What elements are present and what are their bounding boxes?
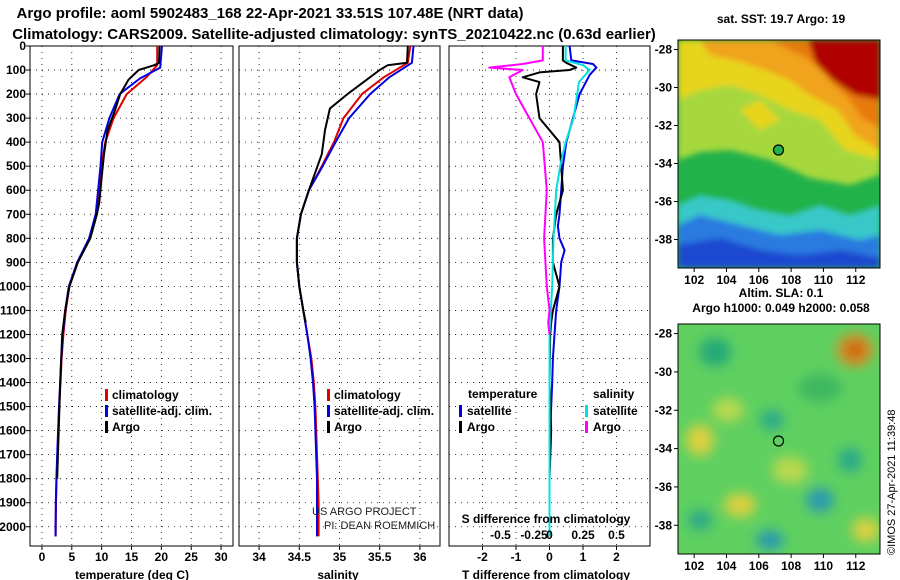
project-label: US ARGO PROJECT xyxy=(312,506,417,518)
x-tick-label: 34 xyxy=(252,550,266,564)
x-tick-label: 35.5 xyxy=(368,550,392,564)
x-tick-label: 20 xyxy=(155,550,169,564)
y-tick-label: 1600 xyxy=(0,424,26,438)
temperature-panel-frame xyxy=(29,45,234,547)
x-tick-label: 35 xyxy=(333,550,347,564)
legend-label: climatology xyxy=(334,388,401,402)
salinity-xlabel: salinity xyxy=(317,568,359,580)
y-tick-label: 500 xyxy=(6,159,26,173)
series-line-argo xyxy=(295,45,409,323)
sst-map-title: sat. SST: 19.7 Argo: 19 xyxy=(716,12,846,26)
x-tick-label: 15 xyxy=(125,550,139,564)
y-tick-label: 200 xyxy=(6,87,26,101)
x-tick-label: 2 xyxy=(613,550,620,564)
x-tick-label: -2 xyxy=(477,550,488,564)
x2-tick-label: 0.5 xyxy=(608,528,625,542)
legend-label: Argo xyxy=(334,420,362,434)
difference-xlabel: T difference from climatology xyxy=(462,568,630,580)
x-tick-label: 36 xyxy=(413,550,427,564)
x2-tick-label: -0.5 xyxy=(490,528,511,542)
y-tick-label: 1500 xyxy=(0,400,26,414)
salinity-panel-frame xyxy=(238,45,441,547)
y-tick-label: 1100 xyxy=(0,303,26,317)
y-tick-label: 1000 xyxy=(0,279,26,293)
pi-label: PI: DEAN ROEMMICH xyxy=(324,520,435,532)
legend-title-temperature: temperature xyxy=(468,387,538,401)
legend-swatch-satellite xyxy=(327,405,330,417)
temperature-xlabel: temperature (deg C) xyxy=(75,568,189,580)
x-tick-label: 10 xyxy=(95,550,109,564)
y-tick-label: 1300 xyxy=(0,352,26,366)
legend-label: satellite-adj. clim. xyxy=(334,404,434,418)
y-tick-label: 900 xyxy=(6,255,26,269)
legend-swatch-climatology xyxy=(105,389,108,401)
sla-map-title-1: Altim. SLA: 0.1 xyxy=(738,286,824,300)
y-tick-label: 1800 xyxy=(0,472,26,486)
salinity-legend: climatology satellite-adj. clim. Argo xyxy=(327,388,434,434)
series-line-s-satellite xyxy=(548,46,591,537)
series-line-s-argo xyxy=(488,46,551,335)
legend-label: Argo xyxy=(593,420,621,434)
y-tick-label: 2000 xyxy=(0,520,26,534)
imos-credit: ©IMOS 27-Apr-2021 11:39:48 xyxy=(886,409,898,555)
difference-xlabel2: S difference from climatology xyxy=(462,512,631,526)
y-tick-label: 100 xyxy=(6,63,26,77)
x2-tick-label: 0.25 xyxy=(571,528,595,542)
y-tick-label: 700 xyxy=(6,207,26,221)
legend-swatch-t-argo xyxy=(459,421,462,433)
y-tick-label: 1400 xyxy=(0,376,26,390)
y-tick-label: 1700 xyxy=(0,448,26,462)
legend-swatch-argo xyxy=(105,421,108,433)
x-tick-label: -1 xyxy=(511,550,522,564)
legend-swatch-climatology xyxy=(327,389,330,401)
legend-label: Argo xyxy=(467,420,495,434)
x-tick-label: 30 xyxy=(214,550,228,564)
y-tick-label: 300 xyxy=(6,111,26,125)
x2-tick-label: 0 xyxy=(546,528,553,542)
legend-title-salinity: salinity xyxy=(593,387,635,401)
x2-tick-label: -0.25 xyxy=(520,528,548,542)
temperature-legend: climatology satellite-adj. clim. Argo xyxy=(105,388,212,434)
legend-label: satellite-adj. clim. xyxy=(112,404,212,418)
x-tick-label: 0 xyxy=(546,550,553,564)
y-tick-label: 1900 xyxy=(0,496,26,510)
x-tick-label: 1 xyxy=(580,550,587,564)
y-tick-label: 0 xyxy=(19,39,26,53)
x-tick-label: 34.5 xyxy=(288,550,312,564)
legend-label: Argo xyxy=(112,420,140,434)
difference-legend: temperature satellite Argo salinity sate… xyxy=(459,387,638,434)
y-tick-label: 1200 xyxy=(0,327,26,341)
legend-label: satellite xyxy=(593,404,638,418)
y-tick-label: 800 xyxy=(6,231,26,245)
legend-swatch-t-satellite xyxy=(459,405,462,417)
page-subtitle: Climatology: CARS2009. Satellite-adjuste… xyxy=(12,26,656,43)
sla-map-title-2: Argo h1000: 0.049 h2000: 0.058 xyxy=(692,301,870,315)
legend-swatch-satellite xyxy=(105,405,108,417)
x-tick-label: 5 xyxy=(68,550,75,564)
series-line-argo xyxy=(56,45,161,479)
legend-swatch-argo xyxy=(327,421,330,433)
legend-swatch-s-argo xyxy=(585,421,588,433)
page-title: Argo profile: aoml 5902483_168 22-Apr-20… xyxy=(16,5,524,22)
legend-swatch-s-satellite xyxy=(585,405,588,417)
x-tick-label: 25 xyxy=(185,550,199,564)
x-tick-label: 0 xyxy=(39,550,46,564)
legend-label: satellite xyxy=(467,404,512,418)
y-tick-label: 600 xyxy=(6,183,26,197)
legend-label: climatology xyxy=(112,388,179,402)
y-tick-label: 400 xyxy=(6,135,26,149)
